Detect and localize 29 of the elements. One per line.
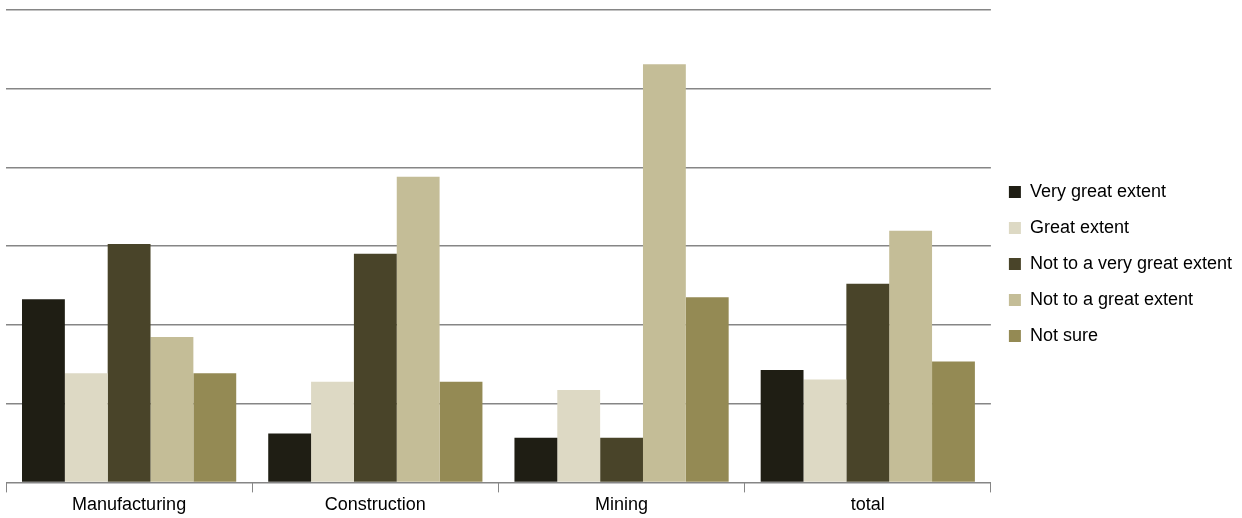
bar <box>439 381 483 482</box>
legend-label: Great extent <box>1029 216 1129 237</box>
bar <box>557 390 601 482</box>
bar <box>846 283 890 482</box>
x-tick-label: Manufacturing <box>72 494 187 515</box>
bar <box>803 379 847 482</box>
bar <box>685 297 729 482</box>
legend-label: Not to a great extent <box>1029 288 1193 309</box>
bar <box>64 373 108 482</box>
bar <box>396 176 440 482</box>
x-tick-label: Construction <box>324 494 426 515</box>
legend-label: Not to a very great extent <box>1029 252 1232 273</box>
bar <box>642 64 686 482</box>
legend-label: Not sure <box>1029 324 1098 345</box>
bar <box>193 373 237 482</box>
bar <box>932 361 975 482</box>
bar <box>268 433 312 482</box>
x-tick-label: total <box>850 494 885 515</box>
x-tick-label: Mining <box>595 494 649 515</box>
bar <box>353 253 397 482</box>
bar <box>22 299 65 482</box>
bar <box>311 381 354 482</box>
bar <box>600 437 643 482</box>
legend-label: Very great extent <box>1029 180 1166 201</box>
bar <box>107 244 151 482</box>
bar <box>150 336 194 482</box>
bar <box>760 369 804 482</box>
bar <box>889 230 933 482</box>
bar <box>514 437 558 482</box>
